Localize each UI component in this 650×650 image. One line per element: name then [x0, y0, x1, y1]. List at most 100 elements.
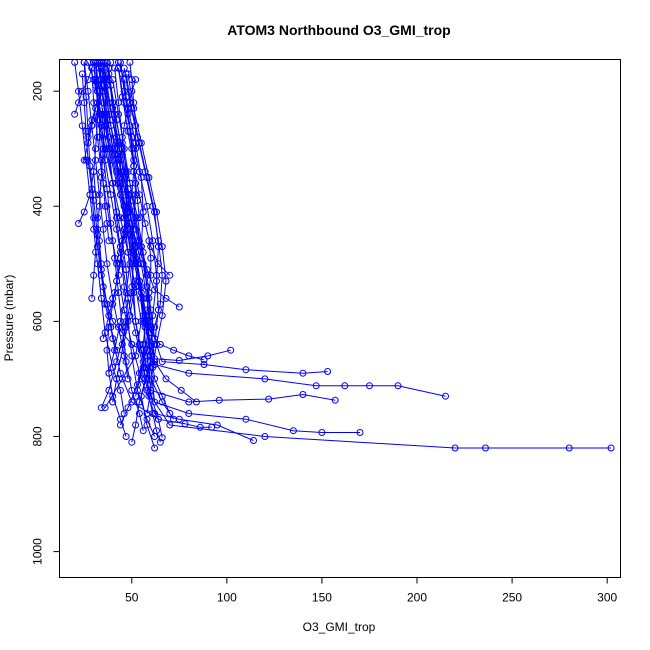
data-point	[132, 179, 140, 187]
data-point	[95, 87, 103, 95]
data-point	[94, 133, 101, 141]
profile-series-36	[71, 59, 98, 118]
data-point	[90, 168, 98, 176]
data-point	[99, 335, 107, 343]
data-point	[162, 277, 170, 285]
data-point	[135, 277, 143, 285]
data-point	[141, 168, 149, 176]
data-point	[215, 396, 223, 404]
data-point	[153, 427, 160, 435]
data-point	[137, 294, 145, 302]
data-point	[132, 421, 140, 429]
data-point	[95, 191, 103, 199]
data-point	[124, 248, 132, 256]
data-point	[156, 438, 164, 446]
data-point	[118, 139, 126, 147]
data-point	[185, 352, 193, 360]
data-point	[265, 395, 273, 403]
data-point	[134, 133, 141, 141]
data-point	[147, 271, 155, 279]
data-point	[88, 294, 96, 302]
profile-line	[98, 62, 129, 345]
x-tick-label: 200	[407, 591, 427, 605]
data-point	[147, 346, 155, 354]
data-point	[75, 99, 82, 107]
data-point	[158, 358, 166, 366]
data-point	[99, 283, 107, 291]
data-point	[94, 214, 101, 222]
data-point	[145, 237, 153, 245]
data-point	[149, 312, 157, 320]
data-point	[135, 214, 143, 222]
data-point	[107, 59, 115, 66]
data-point	[318, 429, 326, 436]
data-point	[128, 352, 136, 360]
data-point	[118, 93, 126, 101]
data-point	[97, 404, 105, 412]
data-point	[101, 116, 109, 124]
profile-line	[112, 79, 180, 308]
profile-line	[83, 62, 129, 379]
data-point	[442, 392, 449, 400]
data-point	[154, 260, 162, 268]
y-tick-label: 200	[31, 81, 45, 101]
data-point	[122, 433, 130, 440]
data-point	[132, 214, 140, 222]
data-point	[261, 433, 269, 440]
x-tick-label: 250	[502, 591, 522, 605]
data-point	[92, 191, 100, 199]
profile-line	[95, 62, 163, 438]
data-point	[139, 427, 147, 435]
data-point	[122, 317, 130, 325]
profile-line	[119, 79, 137, 178]
y-tick-label: 600	[31, 311, 45, 331]
data-point	[130, 162, 138, 170]
data-point	[101, 300, 109, 308]
data-point	[95, 133, 103, 141]
data-point	[109, 392, 117, 400]
data-point	[109, 363, 117, 371]
data-point	[122, 93, 130, 101]
y-tick-label: 400	[31, 196, 45, 216]
data-point	[128, 438, 136, 446]
data-point	[139, 358, 147, 366]
data-point	[149, 363, 157, 371]
data-point	[299, 391, 307, 398]
data-point	[204, 352, 212, 360]
profile-line	[91, 62, 106, 299]
data-point	[97, 64, 105, 72]
data-point	[124, 208, 132, 216]
data-point	[200, 361, 208, 368]
data-point	[80, 156, 88, 164]
data-point	[115, 289, 122, 297]
data-point	[141, 220, 149, 227]
data-point	[154, 415, 162, 423]
data-point	[103, 220, 111, 227]
data-point	[137, 243, 145, 251]
data-point	[116, 415, 124, 423]
profile-line	[93, 171, 142, 351]
data-point	[451, 444, 459, 452]
profile-line	[142, 240, 161, 443]
data-point	[115, 110, 122, 118]
data-point	[116, 174, 124, 181]
data-point	[151, 444, 159, 452]
data-point	[200, 356, 208, 364]
data-point	[154, 237, 162, 245]
profile-series-37	[90, 168, 145, 354]
data-point	[126, 59, 134, 66]
data-point	[116, 156, 124, 164]
profile-line	[116, 62, 137, 264]
data-point	[101, 202, 109, 210]
data-point	[134, 260, 141, 268]
data-point	[109, 300, 117, 308]
profile-series-43	[84, 59, 115, 141]
data-point	[109, 179, 117, 187]
data-point	[90, 214, 98, 222]
data-point	[151, 286, 159, 294]
data-point	[128, 76, 136, 84]
data-point	[130, 99, 138, 107]
data-point	[175, 357, 183, 364]
data-point	[261, 375, 269, 383]
